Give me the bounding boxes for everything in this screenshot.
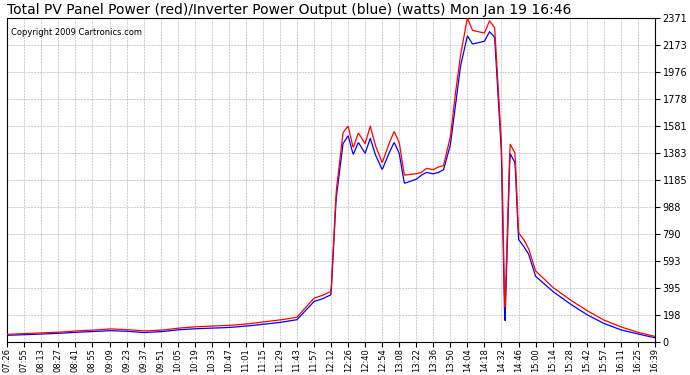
Text: Copyright 2009 Cartronics.com: Copyright 2009 Cartronics.com (10, 28, 141, 37)
Text: Total PV Panel Power (red)/Inverter Power Output (blue) (watts) Mon Jan 19 16:46: Total PV Panel Power (red)/Inverter Powe… (8, 3, 571, 17)
